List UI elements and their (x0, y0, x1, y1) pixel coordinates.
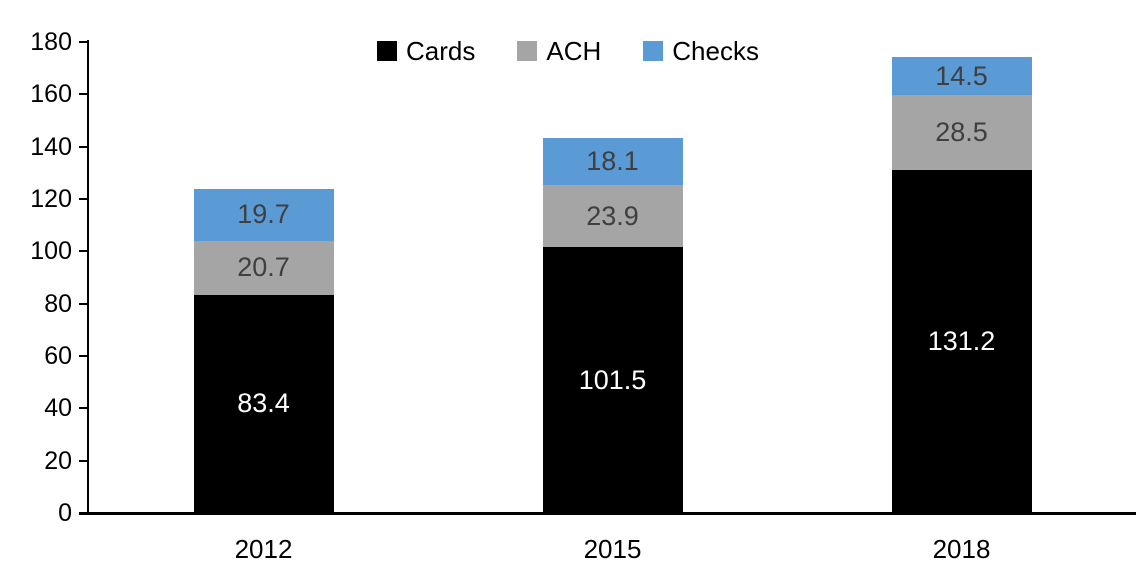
y-axis-tick-mark (79, 198, 88, 200)
bar-segment-ach-2018: 28.5 (891, 95, 1032, 170)
y-axis-tick-label: 40 (44, 394, 72, 423)
y-axis-tick-label: 120 (30, 185, 72, 213)
bar-value-label: 20.7 (237, 252, 290, 283)
bar-segment-cards-2015: 101.5 (542, 247, 683, 513)
bar-value-label: 18.1 (586, 145, 639, 176)
bar-value-label: 83.4 (237, 388, 290, 419)
x-axis-label-2012: 2012 (234, 534, 293, 564)
y-axis-tick-label: 0 (58, 499, 72, 527)
legend-swatch-cards (377, 41, 398, 61)
y-axis-tick-label: 140 (30, 132, 72, 161)
legend-label: Cards (406, 36, 476, 66)
legend-label: Checks (672, 36, 759, 66)
bar-value-label: 101.5 (578, 364, 647, 395)
chart-legend: Cards ACH Checks (0, 33, 1136, 69)
y-axis-tick-mark (79, 250, 88, 253)
y-axis-tick-mark (79, 41, 88, 43)
legend-item-ach: ACH (517, 38, 601, 64)
y-axis-tick-label: 100 (30, 237, 72, 266)
bar-value-label: 23.9 (586, 200, 639, 231)
legend-item-checks: Checks (643, 38, 759, 64)
y-axis-tick-mark (79, 459, 88, 462)
bar-value-label: 19.7 (237, 199, 290, 230)
bar-segment-cards-2012: 83.4 (193, 294, 334, 513)
y-axis-tick-mark (79, 145, 88, 148)
bar-segment-checks-2012: 19.7 (193, 189, 334, 241)
y-axis-tick-mark (79, 512, 88, 514)
y-axis-tick-mark (79, 302, 88, 305)
legend-item-cards: Cards (377, 38, 475, 64)
bar-value-label: 131.2 (927, 325, 996, 356)
bar-segment-cards-2018: 131.2 (891, 169, 1032, 513)
x-axis-label-2018: 2018 (932, 534, 991, 564)
x-axis-line (79, 512, 1136, 515)
y-axis-tick-label: 80 (44, 289, 72, 318)
y-axis-tick-label: 20 (44, 446, 72, 475)
y-axis-line (87, 40, 89, 514)
bar-value-label: 14.5 (935, 60, 988, 91)
y-axis-tick-label: 160 (30, 80, 72, 109)
bar-segment-ach-2012: 20.7 (193, 240, 334, 295)
legend-swatch-ach (517, 41, 538, 61)
y-axis-tick-mark (79, 93, 88, 96)
bar-segment-ach-2015: 23.9 (542, 184, 683, 248)
y-axis-tick-label: 180 (30, 28, 72, 56)
x-axis-label-2015: 2015 (583, 534, 642, 564)
y-axis-tick-mark (79, 355, 88, 357)
legend-swatch-checks (643, 41, 664, 61)
legend-label: ACH (546, 36, 602, 66)
bar-segment-checks-2018: 14.5 (891, 57, 1032, 96)
y-axis-tick-label: 60 (44, 342, 72, 370)
bar-segment-checks-2015: 18.1 (542, 137, 683, 185)
y-axis-tick-mark (79, 407, 88, 410)
bar-value-label: 28.5 (935, 116, 988, 147)
